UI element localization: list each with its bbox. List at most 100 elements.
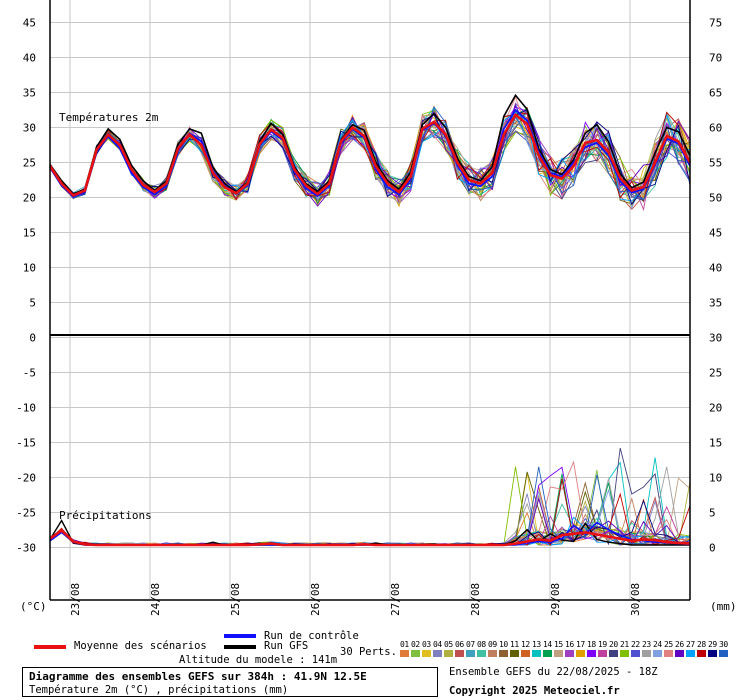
perturbation-number: 14 (543, 640, 552, 649)
left-tick-label: -5 (23, 367, 36, 380)
right-tick-label: 20 (709, 402, 722, 415)
diagram-subtitle: Température 2m (°C) , précipitations (mm… (29, 684, 289, 696)
left-axis-unit: (°C) (20, 600, 47, 613)
left-tick-label: -25 (16, 507, 36, 520)
perturbation-number: 12 (521, 640, 530, 649)
perturbation-number: 15 (554, 640, 563, 649)
gfs-legend-label: Run GFS (264, 640, 309, 652)
left-tick-label: 10 (23, 262, 36, 275)
perturbation-swatch (433, 650, 442, 657)
perturbation-swatch (686, 650, 695, 657)
mean-precipitation-line (49, 528, 691, 547)
perturbation-swatch (543, 650, 552, 657)
perturbation-number: 13 (532, 640, 541, 649)
right-tick-label: 70 (709, 52, 722, 65)
info-box: Diagramme des ensembles GEFS sur 384h : … (22, 667, 438, 697)
perturbation-swatch (620, 650, 629, 657)
perturbation-swatch (609, 650, 618, 657)
perturbation-swatch (587, 650, 596, 657)
control-legend-swatch (224, 634, 256, 638)
perturbation-swatch (653, 650, 662, 657)
grid (50, 0, 690, 600)
left-tick-label: -15 (16, 437, 36, 450)
perturbation-number: 07 (466, 640, 475, 649)
right-tick-label: 5 (709, 507, 716, 520)
perturbation-number: 30 (719, 640, 728, 649)
perturbation-swatch (565, 650, 574, 657)
perts-label: 30 Perts. (340, 646, 397, 658)
left-tick-label: 20 (23, 192, 36, 205)
perturbation-swatch (444, 650, 453, 657)
perturbation-number: 25 (664, 640, 673, 649)
perturbation-swatch (532, 650, 541, 657)
right-tick-label: 60 (709, 122, 722, 135)
perturbation-swatch (554, 650, 563, 657)
perturbation-swatch (631, 650, 640, 657)
perturbation-number: 20 (609, 640, 618, 649)
left-tick-label: -30 (16, 542, 36, 555)
run-label: Ensemble GEFS du 22/08/2025 - 18Z (449, 666, 658, 678)
right-tick-label: 15 (709, 437, 722, 450)
perturbation-swatch (477, 650, 486, 657)
left-tick-label: 25 (23, 157, 36, 170)
perturbation-number: 16 (565, 640, 574, 649)
perturbation-number: 24 (653, 640, 662, 649)
altitude-label: Altitude du modele : 141m (179, 654, 338, 666)
perturbation-swatch (664, 650, 673, 657)
left-tick-label: 0 (29, 332, 36, 345)
perturbation-number: 10 (499, 640, 508, 649)
perturbation-swatch (521, 650, 530, 657)
right-tick-label: 35 (709, 297, 722, 310)
perturbation-number: 11 (510, 640, 519, 649)
main-series (48, 93, 692, 547)
perturbation-number: 05 (444, 640, 453, 649)
right-tick-label: 75 (709, 17, 722, 30)
precipitation-panel-title: Précipitations (59, 509, 152, 522)
left-tick-label: -10 (16, 402, 36, 415)
perturbation-swatch (422, 650, 431, 657)
left-tick-label: -20 (16, 472, 36, 485)
perturbation-swatch (499, 650, 508, 657)
right-tick-label: 30 (709, 332, 722, 345)
perturbation-swatch (466, 650, 475, 657)
mean-temperature-line (48, 112, 692, 197)
right-tick-label: 0 (709, 542, 716, 555)
perturbation-number: 03 (422, 640, 431, 649)
right-tick-label: 50 (709, 192, 722, 205)
perturbation-number: 09 (488, 640, 497, 649)
perturbation-swatch (675, 650, 684, 657)
mean-legend-label: Moyenne des scénarios (74, 640, 207, 652)
perturbation-number: 02 (411, 640, 420, 649)
left-tick-label: 40 (23, 52, 36, 65)
control-legend-label: Run de contrôle (264, 630, 359, 642)
gfs-legend-swatch (224, 645, 256, 649)
left-tick-label: 15 (23, 227, 36, 240)
perturbation-swatch (576, 650, 585, 657)
perturbation-swatch (510, 650, 519, 657)
left-tick-label: 45 (23, 17, 36, 30)
temperature-panel-title: Températures 2m (59, 111, 159, 124)
perturbation-number: 28 (697, 640, 706, 649)
perturbation-number: 21 (620, 640, 629, 649)
right-tick-label: 45 (709, 227, 722, 240)
copyright-label: Copyright 2025 Meteociel.fr (449, 685, 620, 697)
perturbation-swatch (411, 650, 420, 657)
perturbation-number: 18 (587, 640, 596, 649)
right-tick-label: 10 (709, 472, 722, 485)
perturbation-swatch (642, 650, 651, 657)
perturbation-number: 22 (631, 640, 640, 649)
perturbation-number: 26 (675, 640, 684, 649)
perturbation-swatch (488, 650, 497, 657)
right-axis-unit: (mm) (710, 600, 737, 613)
perturbation-number: 17 (576, 640, 585, 649)
mean-legend-swatch (34, 645, 66, 649)
right-tick-label: 55 (709, 157, 722, 170)
perturbation-swatch (400, 650, 409, 657)
left-tick-label: 30 (23, 122, 36, 135)
perturbation-swatch (697, 650, 706, 657)
perturbation-number: 27 (686, 640, 695, 649)
right-tick-label: 25 (709, 367, 722, 380)
left-tick-label: 5 (29, 297, 36, 310)
